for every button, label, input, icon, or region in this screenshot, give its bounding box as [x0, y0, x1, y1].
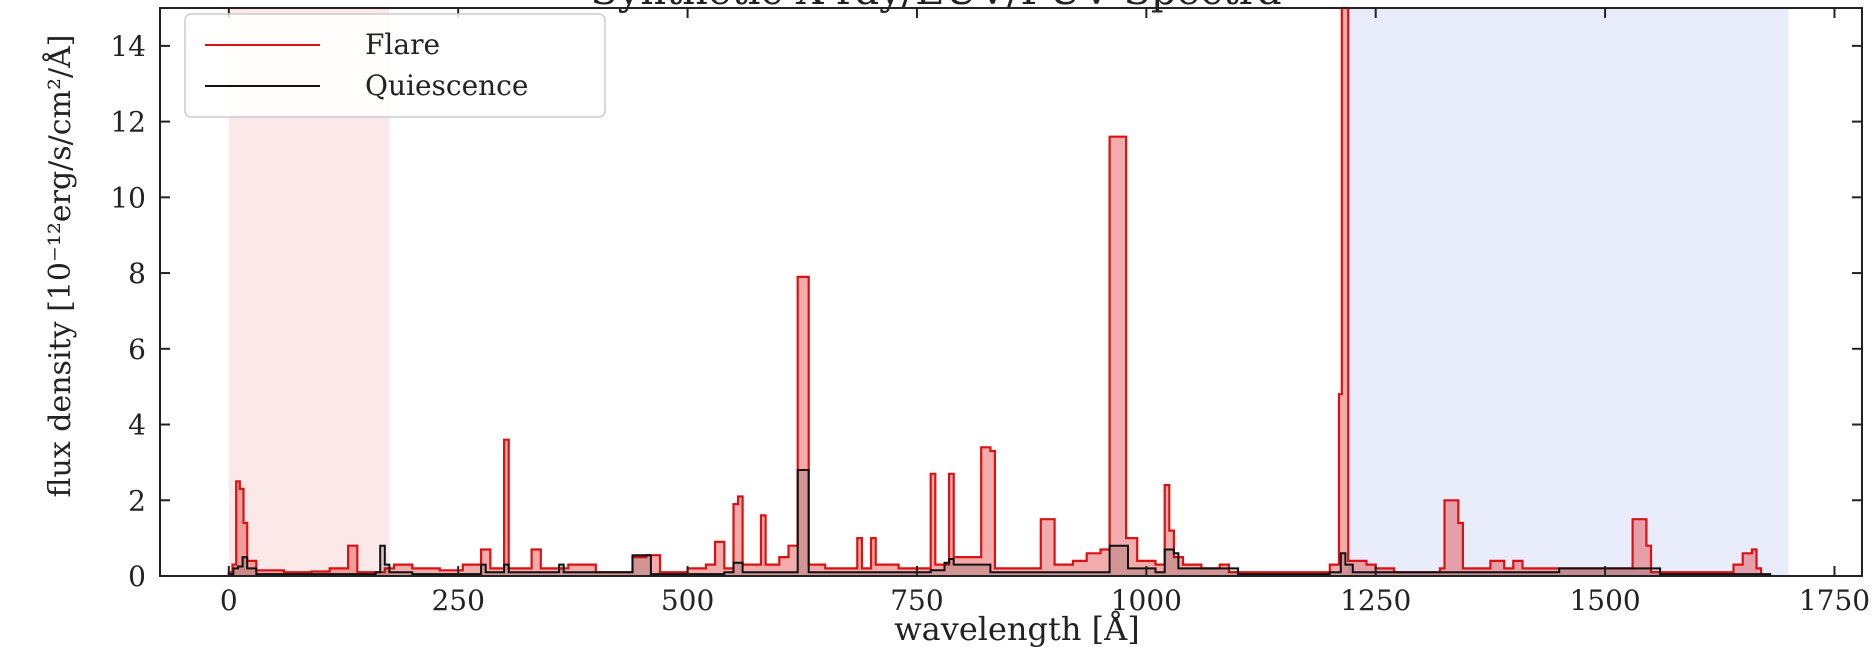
x-tick-label: 1500 — [1569, 584, 1640, 617]
series-area-quiescence — [228, 470, 1771, 576]
x-tick-label: 500 — [661, 584, 714, 617]
x-tick-label: 0 — [220, 584, 238, 617]
x-axis-label: wavelength [Å] — [894, 610, 1139, 647]
series-flare — [227, 6, 1763, 576]
shaded-region-1 — [1348, 8, 1789, 576]
y-tick-label: 14 — [110, 30, 146, 63]
series-line-quiescence — [227, 469, 1772, 576]
y-tick-label: 2 — [128, 484, 146, 517]
y-tick-label: 12 — [110, 106, 146, 139]
x-tick-label: 1000 — [1111, 584, 1182, 617]
y-tick-label: 10 — [110, 181, 146, 214]
x-tick-label: 1750 — [1799, 584, 1870, 617]
chart-title: Synthetic X-ray/EUV/FUV Spectra — [590, 0, 1281, 14]
series-layer — [227, 6, 1772, 576]
y-axis-label: flux density [10⁻¹²erg/s/cm²/Å] — [42, 34, 78, 497]
y-tick-label: 6 — [128, 333, 146, 366]
y-tick-label: 8 — [128, 257, 146, 290]
series-line-flare — [227, 6, 1763, 576]
y-tick-label: 4 — [128, 409, 146, 442]
x-tick-label: 750 — [890, 584, 943, 617]
y-axis-ticks: 0 2 4 6 8 10 12 14 — [110, 30, 1862, 593]
legend-box — [184, 13, 606, 118]
series-quiescence — [227, 469, 1772, 576]
legend-label-flare: Flare — [365, 28, 440, 61]
y-tick-label: 0 — [128, 560, 146, 593]
legend: Flare Quiescence — [184, 13, 606, 118]
x-tick-label: 250 — [431, 584, 484, 617]
x-tick-label: 1250 — [1340, 584, 1411, 617]
plot-frame — [159, 7, 1863, 577]
x-axis-ticks: 0 250 500 750 1000 1250 1500 1750 — [220, 8, 1870, 617]
legend-label-quiescence: Quiescence — [365, 69, 528, 102]
